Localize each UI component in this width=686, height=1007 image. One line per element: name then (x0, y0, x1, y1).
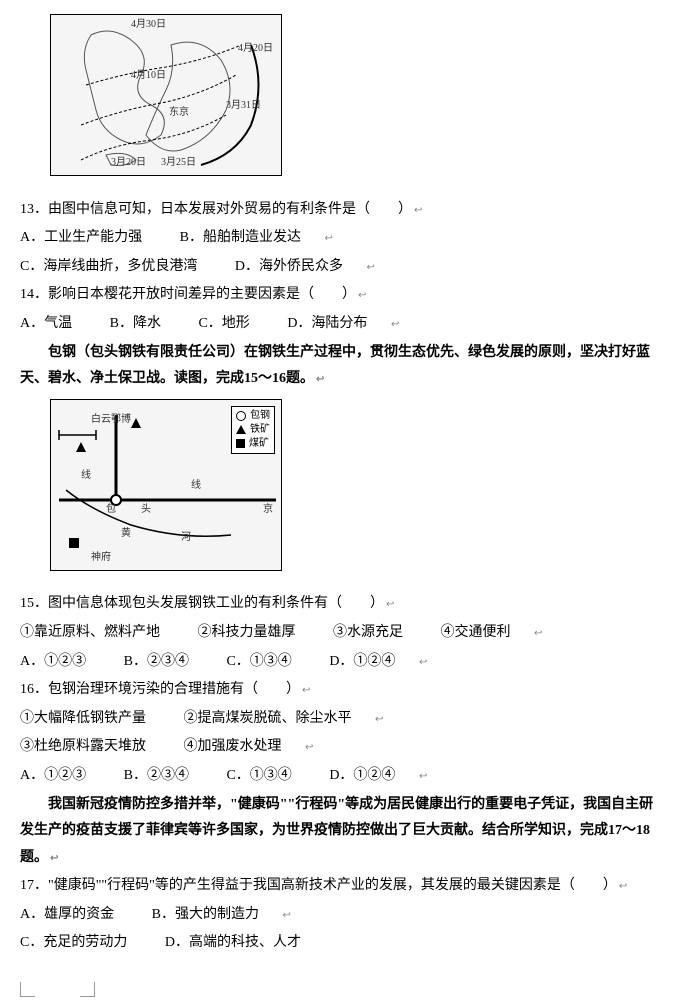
crop-mark-icon (80, 982, 95, 997)
map2-label: 黄 (121, 528, 131, 540)
legend-b: 铁矿 (250, 423, 270, 437)
q14-options: A．气温 B．降水 C．地形 D．海陆分布 (20, 311, 666, 338)
map-japan-sakura: 4月30日 4月20日 4月10日 3月31日 3月20日 3月25日 东京 (50, 14, 282, 176)
q17-opt-b: B．强大的制造力 (152, 902, 259, 929)
q16-statements-row1: ①大幅降低钢铁产量 ②提高煤炭脱硫、除尘水平 (20, 706, 666, 733)
q16-opt-c: C．①③④ (226, 763, 291, 790)
q16-stem: 16．包钢治理环境污染的合理措施有（ ） (20, 677, 666, 704)
map1-label: 3月20日 (111, 157, 146, 169)
map2-label: 头 (141, 504, 151, 516)
q17-opt-c: C．充足的劳动力 (20, 930, 127, 957)
q16-s3: ③杜绝原料露天堆放 (20, 734, 146, 761)
map2-label: 包 (106, 504, 116, 516)
map2-label: 河 (181, 532, 191, 544)
map2-label: 白云鄂博 (91, 414, 131, 426)
q17-opt-a: A．雄厚的资金 (20, 902, 114, 929)
legend-a: 包钢 (250, 409, 270, 423)
q14-stem: 14．影响日本樱花开放时间差异的主要因素是（ ） (20, 282, 666, 309)
q14-opt-c: C．地形 (198, 311, 249, 338)
q16-opt-d: D．①②④ (329, 763, 395, 790)
q13-opt-b: B．船舶制造业发达 (180, 225, 301, 252)
passage-covid: 我国新冠疫情防控多措并举，"健康码""行程码"等成为居民健康出行的重要电子凭证，… (20, 792, 666, 872)
q14-opt-b: B．降水 (110, 311, 161, 338)
map2-legend: 包钢 铁矿 煤矿 (231, 406, 275, 454)
q17-stem: 17．"健康码""行程码"等的产生得益于我国高新技术产业的发展，其发展的最关键因… (20, 873, 666, 900)
legend-c: 煤矿 (249, 437, 269, 451)
q16-opt-a: A．①②③ (20, 763, 86, 790)
q17-opt-d: D．高端的科技、人才 (165, 930, 301, 957)
q15-opt-d: D．①②④ (329, 649, 395, 676)
map1-label: 3月25日 (161, 157, 196, 169)
q14-opt-a: A．气温 (20, 311, 72, 338)
q16-s2: ②提高煤炭脱硫、除尘水平 (184, 706, 352, 733)
q16-options: A．①②③ B．②③④ C．①③④ D．①②④ (20, 763, 666, 790)
map1-label: 4月10日 (131, 70, 166, 82)
q15-opt-a: A．①②③ (20, 649, 86, 676)
q15-opt-b: B．②③④ (124, 649, 189, 676)
q15-s4: ④交通便利 (441, 620, 511, 647)
crop-mark-icon (20, 982, 35, 997)
q15-s2: ②科技力量雄厚 (198, 620, 296, 647)
page-footer-crop-marks (20, 977, 666, 997)
q13-options-row2: C．海岸线曲折，多优良港湾 D．海外侨民众多 (20, 254, 666, 281)
legend-square-icon (236, 439, 245, 448)
q16-s4: ④加强废水处理 (184, 734, 282, 761)
map2-label: 神府 (91, 552, 111, 564)
q13-opt-d: D．海外侨民众多 (235, 254, 343, 281)
q13-opt-c: C．海岸线曲折，多优良港湾 (20, 254, 197, 281)
q13-stem: 13．由图中信息可知，日本发展对外贸易的有利条件是（ ） (20, 197, 666, 224)
q15-stem: 15．图中信息体现包头发展钢铁工业的有利条件有（ ） (20, 591, 666, 618)
q16-opt-b: B．②③④ (124, 763, 189, 790)
map1-label: 3月31日 (226, 100, 261, 112)
q16-s1: ①大幅降低钢铁产量 (20, 706, 146, 733)
q13-options-row1: A．工业生产能力强 B．船舶制造业发达 (20, 225, 666, 252)
legend-triangle-icon (236, 425, 246, 434)
map2-label: 线 (191, 480, 201, 492)
q15-opt-c: C．①③④ (226, 649, 291, 676)
legend-circle-icon (236, 411, 246, 421)
map-baotou: 包钢 铁矿 煤矿 白云鄂博 包 头 京 黄 河 神府 线 线 (50, 399, 282, 571)
map1-label: 4月30日 (131, 19, 166, 31)
map1-city: 东京 (169, 107, 189, 119)
map2-label: 京 (263, 504, 273, 516)
q15-options: A．①②③ B．②③④ C．①③④ D．①②④ (20, 649, 666, 676)
q17-options-row1: A．雄厚的资金 B．强大的制造力 (20, 902, 666, 929)
passage-baogang: 包钢（包头钢铁有限责任公司）在钢铁生产过程中，贯彻生态优先、绿色发展的原则，坚决… (20, 340, 666, 393)
q16-statements-row2: ③杜绝原料露天堆放 ④加强废水处理 (20, 734, 666, 761)
q17-options-row2: C．充足的劳动力 D．高端的科技、人才 (20, 930, 666, 957)
q15-statements: ①靠近原料、燃料产地 ②科技力量雄厚 ③水源充足 ④交通便利 (20, 620, 666, 647)
q15-s3: ③水源充足 (333, 620, 403, 647)
map1-label: 4月20日 (238, 43, 273, 55)
q15-s1: ①靠近原料、燃料产地 (20, 620, 160, 647)
q14-opt-d: D．海陆分布 (287, 311, 367, 338)
q13-opt-a: A．工业生产能力强 (20, 225, 142, 252)
map2-label: 线 (81, 470, 91, 482)
